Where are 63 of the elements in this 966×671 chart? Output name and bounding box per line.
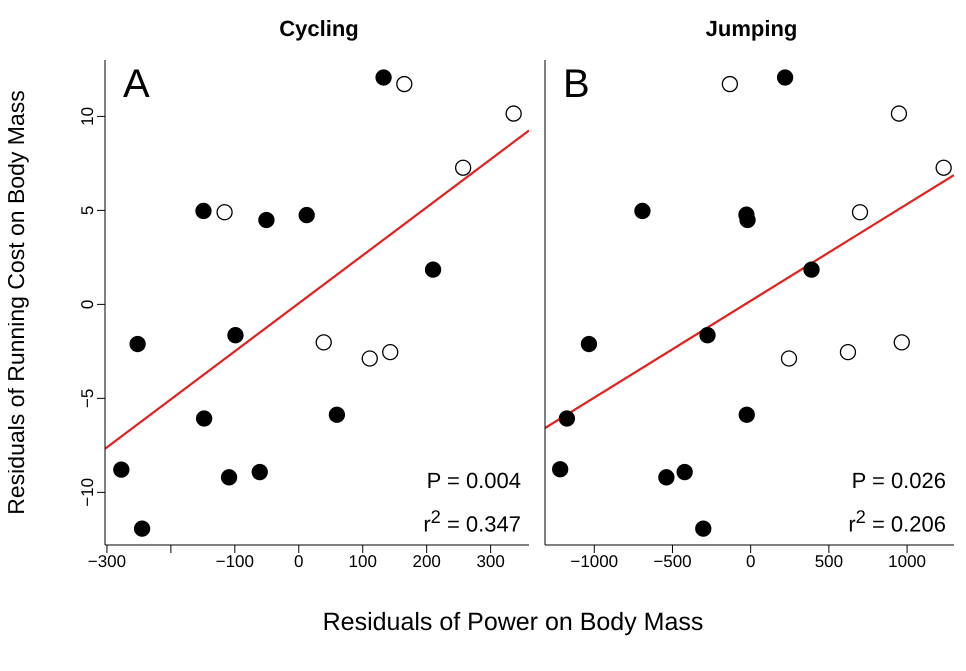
point bbox=[424, 261, 442, 278]
x-tick-label: 200 bbox=[412, 552, 441, 572]
point bbox=[780, 350, 798, 367]
point bbox=[129, 336, 146, 352]
point bbox=[840, 344, 856, 360]
point bbox=[722, 76, 738, 92]
x-tick-label: −300 bbox=[88, 552, 126, 572]
point bbox=[134, 520, 150, 537]
x-axis-title: Residuals of Power on Body Mass bbox=[322, 608, 704, 637]
point bbox=[252, 464, 268, 480]
annotation: A bbox=[123, 62, 150, 107]
point bbox=[699, 327, 716, 344]
x-tick-label: 1000 bbox=[888, 552, 926, 572]
point bbox=[396, 76, 412, 92]
point bbox=[362, 350, 378, 367]
point bbox=[738, 406, 755, 423]
point bbox=[634, 202, 651, 220]
point bbox=[113, 461, 130, 478]
chart-title: Jumping bbox=[704, 15, 798, 43]
point bbox=[695, 520, 712, 537]
point bbox=[216, 204, 233, 220]
point bbox=[852, 204, 868, 220]
point bbox=[558, 410, 576, 427]
point bbox=[676, 464, 693, 480]
point bbox=[220, 469, 238, 486]
x-tick-label: 0 bbox=[746, 552, 756, 572]
y-tick-label: 0 bbox=[78, 300, 98, 310]
x-tick-label: −1000 bbox=[570, 552, 618, 572]
x-tick-label: 0 bbox=[294, 552, 304, 572]
point bbox=[454, 160, 472, 176]
y-tick-label: 5 bbox=[78, 206, 98, 216]
x-tick-label: 100 bbox=[348, 552, 377, 572]
y-tick-label: 10 bbox=[78, 106, 98, 126]
y-tick-label: −5 bbox=[78, 388, 98, 408]
annotation: r$^{2}$ = 0.206 bbox=[848, 505, 946, 538]
point bbox=[195, 202, 212, 220]
point bbox=[298, 206, 315, 224]
point bbox=[258, 212, 275, 228]
annotation: P = 0.004 bbox=[426, 467, 521, 495]
point bbox=[803, 261, 820, 278]
point bbox=[227, 327, 244, 344]
point bbox=[382, 344, 398, 360]
point bbox=[894, 334, 910, 351]
x-tick-label: 300 bbox=[476, 552, 505, 572]
point bbox=[658, 469, 675, 486]
point bbox=[580, 336, 598, 352]
point bbox=[936, 160, 952, 176]
point bbox=[552, 461, 568, 478]
x-tick-label: −100 bbox=[216, 552, 254, 572]
annotation: P = 0.026 bbox=[850, 467, 946, 495]
x-tick-label: −500 bbox=[653, 552, 692, 572]
x-tick-label: 500 bbox=[814, 552, 844, 572]
annotation: B bbox=[563, 62, 590, 107]
annotation: r$^{2}$ = 0.347 bbox=[423, 505, 521, 538]
point bbox=[506, 105, 522, 122]
point bbox=[776, 69, 794, 86]
chart-title: Cycling bbox=[278, 15, 360, 43]
point bbox=[328, 406, 346, 423]
point bbox=[196, 410, 212, 427]
point bbox=[316, 334, 332, 351]
y-tick-label: −10 bbox=[78, 478, 98, 507]
point bbox=[890, 105, 908, 122]
point bbox=[375, 69, 392, 86]
